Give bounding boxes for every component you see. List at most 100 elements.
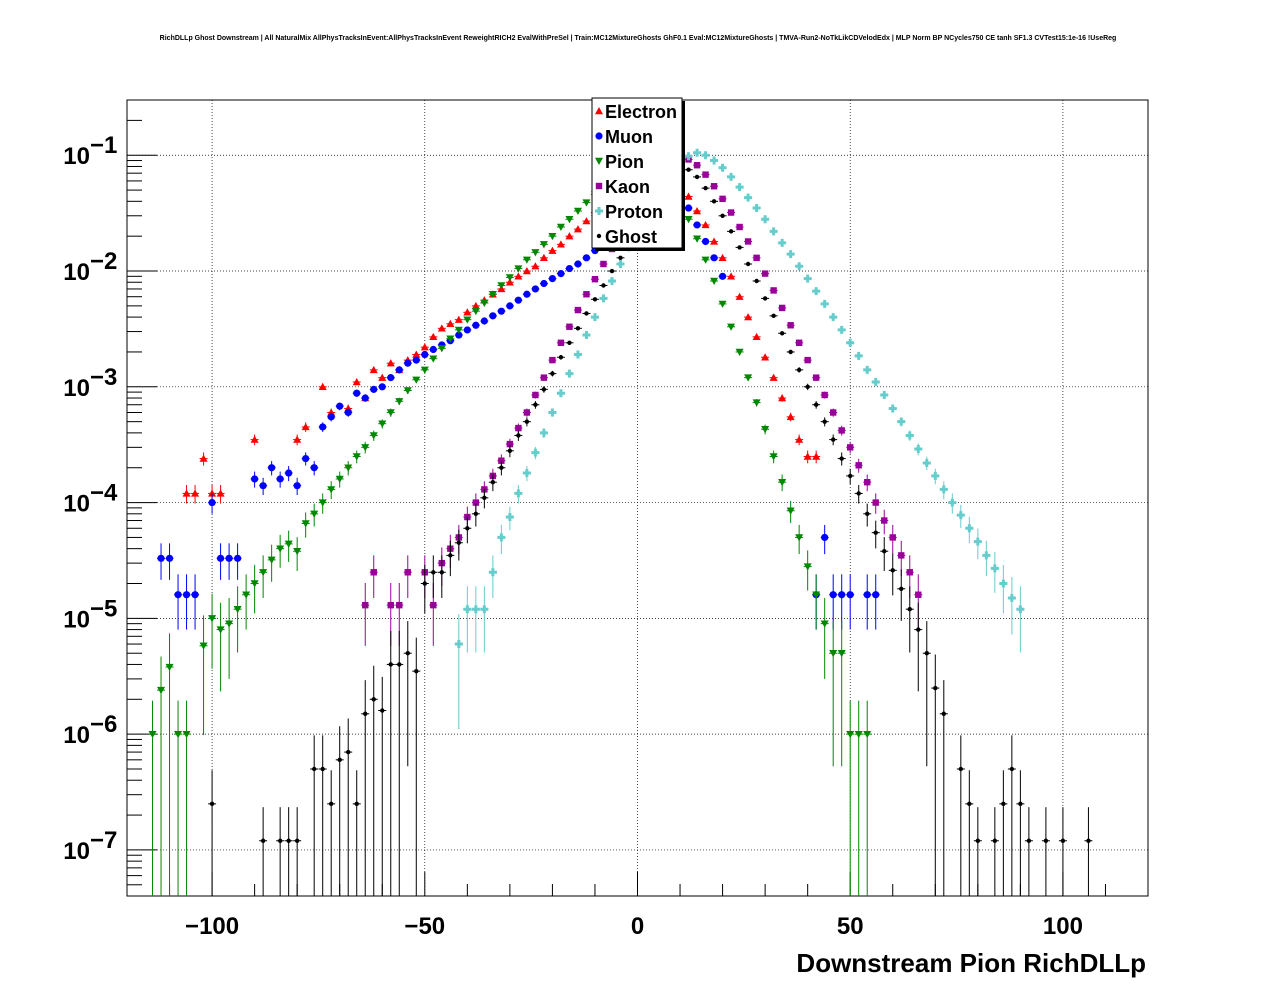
ghost-marker xyxy=(473,511,479,517)
kaon-marker xyxy=(498,457,505,464)
muon-point xyxy=(233,543,242,580)
pion-marker xyxy=(505,274,514,282)
ghost-marker xyxy=(482,495,487,500)
ghost-marker xyxy=(277,838,283,843)
ghost-marker xyxy=(439,570,445,575)
proton-marker xyxy=(710,156,719,165)
kaon-point xyxy=(803,356,812,364)
pion-point xyxy=(250,564,259,614)
ghost-point xyxy=(846,468,855,485)
pion-point xyxy=(165,633,174,896)
pion-point xyxy=(327,481,336,500)
pion-point xyxy=(744,374,753,382)
kaon-point xyxy=(795,339,804,346)
muon-point xyxy=(191,574,200,630)
proton-marker xyxy=(1016,605,1025,614)
muon-point xyxy=(565,264,574,273)
ghost-point xyxy=(820,417,829,427)
pion-point xyxy=(786,500,795,524)
muon-point xyxy=(871,574,880,630)
electron-point xyxy=(531,262,540,270)
ghost-marker xyxy=(286,838,291,843)
muon-point xyxy=(539,279,548,288)
electron-point xyxy=(199,452,208,466)
ghost-point xyxy=(769,313,778,319)
muon-point xyxy=(293,477,302,495)
pion-point xyxy=(233,586,242,653)
pion-point xyxy=(812,574,821,630)
proton-point xyxy=(939,481,948,500)
proton-marker xyxy=(897,417,906,426)
muon-marker xyxy=(285,469,293,477)
electron-point xyxy=(803,450,812,464)
kaon-marker xyxy=(795,339,803,346)
ghost-marker xyxy=(779,331,785,336)
proton-point xyxy=(548,408,557,417)
ghost-marker xyxy=(448,553,453,558)
pion-marker xyxy=(148,730,157,739)
pion-point xyxy=(378,419,387,429)
muon-marker xyxy=(310,464,318,472)
muon-point xyxy=(250,471,259,488)
proton-point xyxy=(607,277,616,286)
muon-marker xyxy=(387,374,395,382)
proton-marker xyxy=(863,365,872,374)
proton-point xyxy=(888,404,897,413)
ghost-marker xyxy=(533,402,538,407)
proton-point xyxy=(965,516,974,544)
legend-entry-pion: Pion xyxy=(595,152,644,172)
ghost-marker xyxy=(992,838,998,843)
proton-marker xyxy=(590,313,599,322)
electron-marker xyxy=(446,319,455,328)
electron-point xyxy=(769,373,778,381)
pion-point xyxy=(829,621,838,767)
pion-marker xyxy=(174,730,183,739)
kaon-point xyxy=(812,374,821,381)
electron-point xyxy=(556,240,565,248)
electron-point xyxy=(352,378,361,386)
kaon-marker xyxy=(915,591,922,598)
y-tick-label: 10 −4 xyxy=(63,480,118,518)
pion-point xyxy=(795,524,804,555)
y-tick-label: 10 −1 xyxy=(63,132,117,170)
ghost-point xyxy=(803,383,812,391)
electron-point xyxy=(216,484,225,504)
series-pion xyxy=(148,152,872,896)
proton-marker xyxy=(599,294,608,303)
proton-point xyxy=(744,193,753,202)
electron-point xyxy=(412,350,421,358)
ghost-point xyxy=(556,354,565,360)
ghost-point xyxy=(710,199,719,204)
ghost-marker xyxy=(575,326,581,331)
y-tick-exponent: −2 xyxy=(90,248,117,275)
proton-marker xyxy=(744,193,753,202)
kaon-marker xyxy=(362,601,369,609)
pion-marker xyxy=(242,591,251,599)
proton-marker xyxy=(718,163,727,172)
ghost-marker xyxy=(550,371,555,376)
proton-point xyxy=(931,468,940,485)
ghost-point xyxy=(539,386,548,393)
kaon-marker xyxy=(727,209,735,216)
ghost-point xyxy=(684,167,693,172)
pion-marker xyxy=(446,335,455,343)
pion-point xyxy=(710,277,719,286)
proton-point xyxy=(905,430,914,441)
y-tick-base: 10 xyxy=(63,722,90,749)
ghost-point xyxy=(795,367,804,373)
proton-marker xyxy=(922,458,931,467)
y-tick-exponent: −5 xyxy=(90,595,117,622)
proton-point xyxy=(573,350,582,359)
proton-point xyxy=(982,540,991,577)
kaon-marker xyxy=(583,291,590,298)
ghost-point xyxy=(735,245,744,250)
pion-marker xyxy=(582,199,591,207)
proton-marker xyxy=(565,369,574,378)
proton-marker xyxy=(480,605,489,614)
muon-point xyxy=(157,543,166,580)
kaon-marker xyxy=(778,304,786,312)
ghost-marker xyxy=(329,801,334,807)
pion-marker xyxy=(233,605,242,614)
y-tick-label: 10 −7 xyxy=(63,827,117,865)
ghost-point xyxy=(837,452,846,466)
